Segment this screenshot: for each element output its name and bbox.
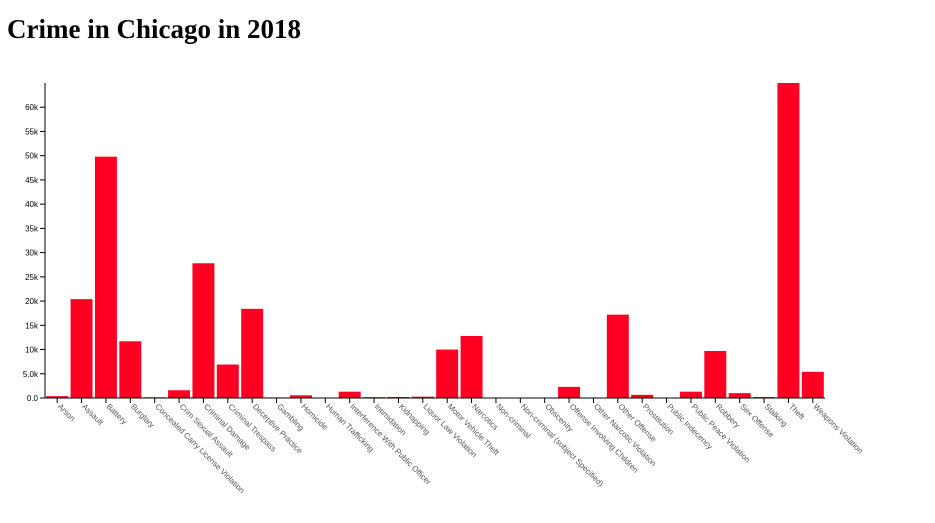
- y-tick-label: 60k: [25, 103, 39, 112]
- x-tick-label: Battery: [105, 402, 129, 426]
- y-axis: 0.0 5.0k 10k 15k 20k 25k 30k 35k 40k 45k 50k 55k 60k: [23, 83, 46, 403]
- y-tick-label: 20k: [25, 297, 39, 306]
- bar: [436, 349, 459, 398]
- x-tick-label: Concealed Carry License Violation: [153, 402, 246, 495]
- bar: [606, 314, 629, 398]
- y-tick-label: 50k: [25, 152, 39, 161]
- x-tick-label: Theft: [787, 402, 807, 422]
- y-tick-label: 35k: [25, 224, 39, 233]
- y-tick-label: 5.0k: [23, 370, 39, 379]
- y-tick-label: 25k: [25, 273, 39, 282]
- bar: [192, 263, 215, 398]
- bars: [46, 83, 824, 398]
- y-tick-label: 0.0: [27, 394, 39, 403]
- bar: [411, 396, 434, 398]
- x-tick-label: Burglary: [129, 402, 156, 429]
- bar: [94, 156, 117, 398]
- y-tick-label: 30k: [25, 249, 39, 258]
- bar: [704, 350, 727, 398]
- y-tick-label: 55k: [25, 127, 39, 136]
- bar: [216, 364, 239, 398]
- bar: [777, 83, 800, 398]
- bar: [289, 395, 312, 398]
- x-tick-label: Weapons Violation: [811, 402, 864, 455]
- y-tick-label: 40k: [25, 200, 39, 209]
- bar: [70, 299, 93, 398]
- bar: [679, 391, 702, 398]
- y-tick-label: 10k: [25, 346, 39, 355]
- y-tick-label: 15k: [25, 321, 39, 330]
- page-title: Crime in Chicago in 2018: [7, 14, 301, 44]
- bar: [801, 371, 824, 398]
- bar: [728, 393, 751, 398]
- x-tick-label: Assault: [80, 402, 105, 427]
- bar: [460, 335, 483, 398]
- bar: [241, 308, 264, 398]
- y-tick-label: 45k: [25, 176, 39, 185]
- bar: [46, 396, 69, 398]
- bar: [119, 341, 142, 398]
- bar: [631, 394, 654, 398]
- bar: [338, 391, 361, 398]
- x-tick-label: Arson: [56, 402, 77, 423]
- bar: [168, 390, 191, 398]
- bar: [558, 386, 581, 398]
